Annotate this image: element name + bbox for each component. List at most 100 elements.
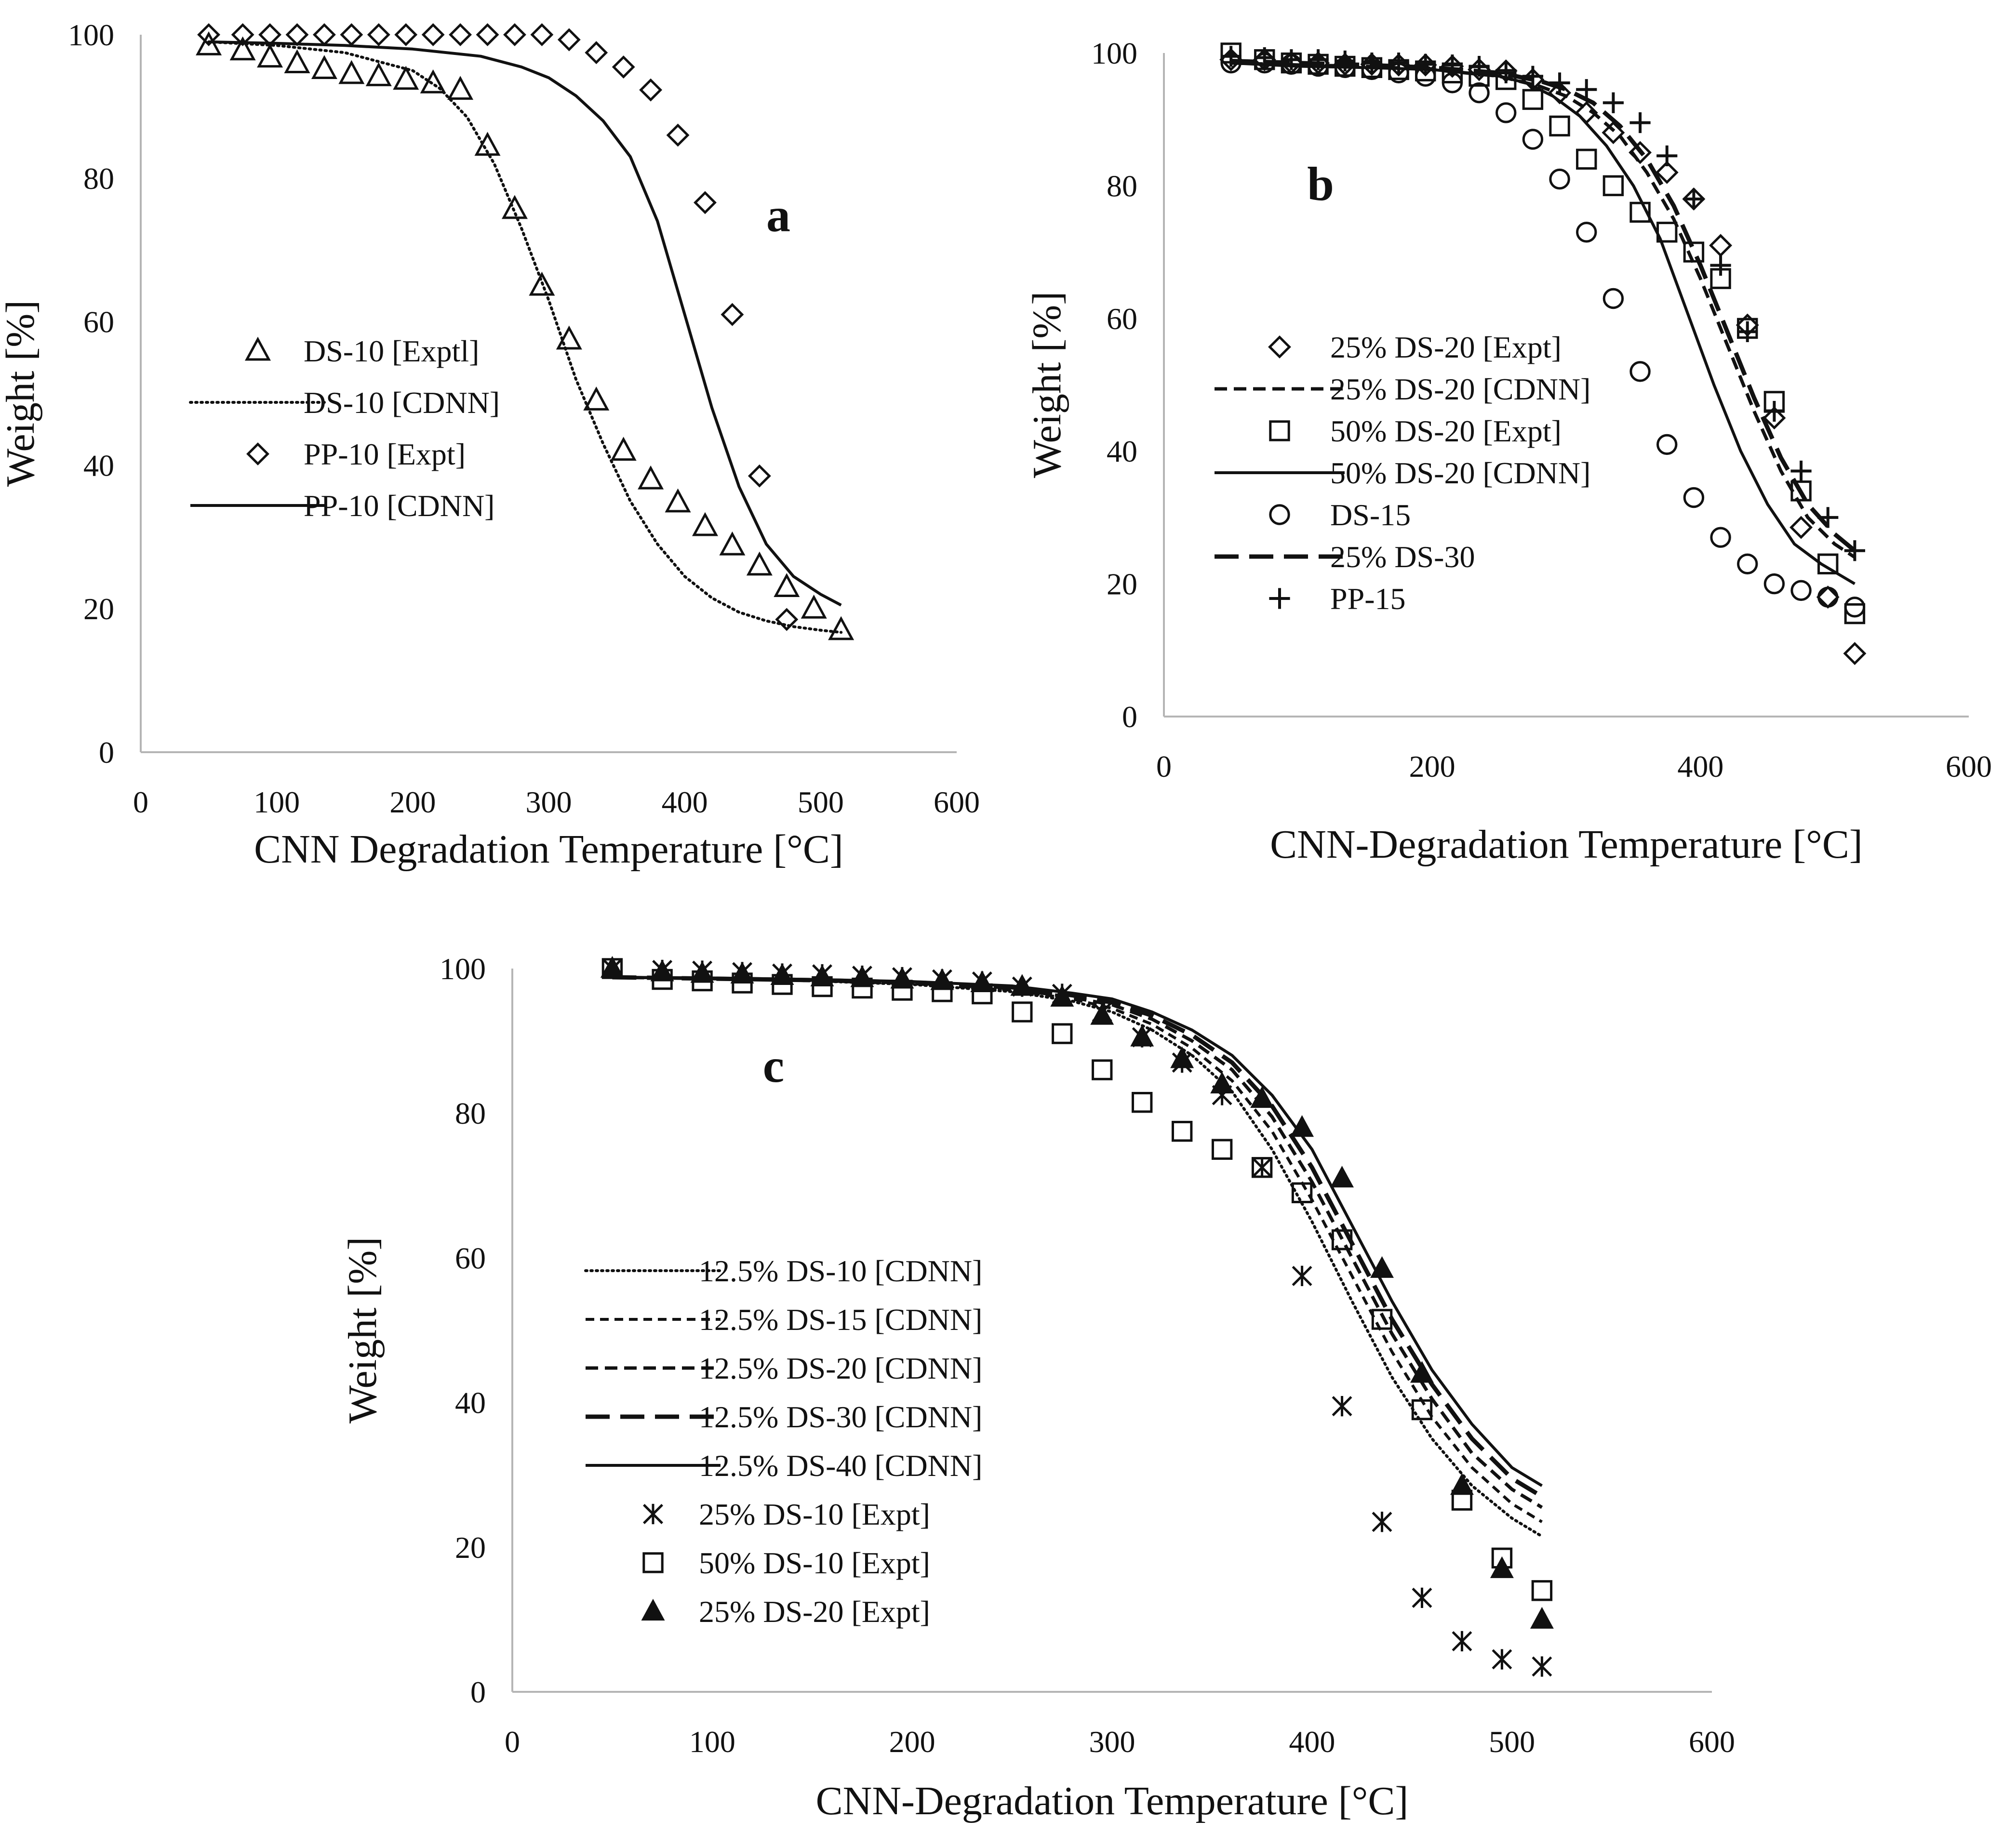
legend-swatch-marker	[1269, 588, 1290, 609]
data-point	[1549, 168, 1570, 190]
series-pp-10-expt	[197, 23, 799, 631]
data-point	[1763, 400, 1785, 422]
x-tick-label: 600	[1946, 749, 1992, 784]
legend-label: PP-10 [Expt]	[304, 437, 466, 471]
y-axis-title: Weight [%]	[0, 300, 43, 487]
data-point	[393, 66, 419, 90]
legend-item: 12.5% DS-10 [CDNN]	[584, 1254, 982, 1288]
data-point	[1576, 222, 1597, 243]
legend-item: 25% DS-20 [Expt]	[1268, 330, 1562, 364]
data-point	[1050, 984, 1074, 1007]
legend-item: DS-10 [CDNN]	[189, 385, 500, 420]
legend-swatch-marker	[643, 1503, 663, 1525]
data-point	[970, 970, 994, 993]
y-tick-label: 0	[470, 1675, 486, 1709]
data-point	[312, 23, 336, 46]
data-point	[650, 959, 674, 982]
data-point	[1450, 1473, 1474, 1495]
x-tick-label: 400	[1289, 1725, 1335, 1759]
series-12-5-ds-15-cdnn	[612, 976, 1543, 1523]
data-point	[1602, 288, 1624, 309]
x-tick-label: 500	[1489, 1725, 1535, 1759]
data-point	[1370, 1256, 1394, 1278]
panel-label: b	[1307, 157, 1334, 211]
data-point	[1762, 406, 1786, 430]
data-point	[810, 964, 834, 987]
series-line	[612, 976, 1543, 1523]
legend-item: 50% DS-10 [Expt]	[642, 1546, 930, 1580]
data-point	[1252, 1157, 1272, 1178]
legend-item: PP-10 [CDNN]	[190, 489, 494, 523]
data-point	[1602, 121, 1625, 145]
data-point	[1331, 1229, 1353, 1250]
data-point	[774, 573, 800, 598]
legend-item: DS-15	[1269, 498, 1411, 532]
data-point	[1522, 66, 1544, 87]
data-point	[258, 23, 281, 46]
data-point	[1737, 321, 1758, 342]
data-point	[1495, 102, 1517, 123]
data-point	[801, 594, 827, 619]
series-line	[1231, 59, 1856, 553]
data-point	[367, 23, 390, 46]
y-tick-label: 80	[83, 161, 114, 196]
data-point	[1532, 1656, 1552, 1677]
data-point	[1790, 580, 1812, 601]
y-tick-label: 60	[83, 305, 114, 339]
data-point	[1090, 1003, 1114, 1025]
y-axis-title: Weight [%]	[340, 1237, 385, 1423]
data-point	[748, 464, 771, 488]
legend-item: 25% DS-10 [Expt]	[643, 1497, 930, 1531]
series-pp-15	[1220, 46, 1866, 561]
data-point	[557, 28, 581, 52]
data-point	[1710, 255, 1731, 276]
y-tick-label: 20	[1107, 567, 1137, 601]
data-point	[1132, 1091, 1153, 1113]
x-tick-label: 200	[889, 1725, 935, 1759]
data-point	[1844, 540, 1866, 561]
data-point	[231, 23, 254, 46]
data-point	[721, 303, 744, 326]
data-point	[770, 963, 794, 985]
x-tick-label: 0	[133, 785, 148, 819]
data-point	[1602, 175, 1624, 197]
data-point	[694, 191, 717, 214]
data-point	[285, 23, 309, 46]
data-point	[1254, 47, 1275, 68]
legend-item: 50% DS-20 [Expt]	[1269, 414, 1562, 448]
data-point	[1442, 54, 1463, 76]
data-point	[1710, 527, 1731, 548]
x-tick-label: 300	[1089, 1725, 1135, 1759]
data-point	[639, 78, 663, 102]
x-tick-label: 200	[1409, 749, 1455, 784]
x-axis-title: CNN-Degradation Temperature [°C]	[1270, 822, 1863, 867]
legend-item: 25% DS-20 [CDNN]	[1215, 372, 1590, 406]
legend-swatch-marker	[246, 442, 269, 465]
data-point	[1360, 53, 1384, 76]
data-point	[610, 437, 637, 461]
data-point	[638, 465, 664, 490]
data-point	[1092, 1059, 1113, 1080]
data-point	[1281, 49, 1302, 70]
data-point	[1576, 79, 1597, 100]
series-line	[207, 40, 843, 634]
legend-item: 12.5% DS-30 [CDNN]	[586, 1400, 982, 1434]
panel-label: c	[763, 1039, 784, 1092]
legend-swatch-marker	[1268, 335, 1291, 359]
y-tick-label: 0	[1122, 700, 1137, 734]
data-point	[257, 43, 283, 68]
x-tick-label: 100	[254, 785, 300, 819]
data-point	[1291, 1182, 1313, 1204]
legend-item: 12.5% DS-40 [CDNN]	[586, 1448, 982, 1483]
data-point	[1817, 553, 1839, 574]
legend: DS-10 [Exptl] DS-10 [CDNN] PP-10 [Expt] PP-…	[189, 334, 500, 523]
legend-label: 12.5% DS-40 [CDNN]	[699, 1448, 982, 1483]
data-point	[1371, 1309, 1393, 1330]
data-point	[930, 968, 954, 990]
legend-item: DS-10 [Exptl]	[244, 334, 479, 368]
legend: 25% DS-20 [Expt] 25% DS-20 [CDNN] 50% DS-2…	[1215, 330, 1590, 616]
data-point	[1522, 89, 1544, 110]
data-point	[1549, 72, 1570, 93]
y-tick-label: 80	[1107, 169, 1137, 203]
